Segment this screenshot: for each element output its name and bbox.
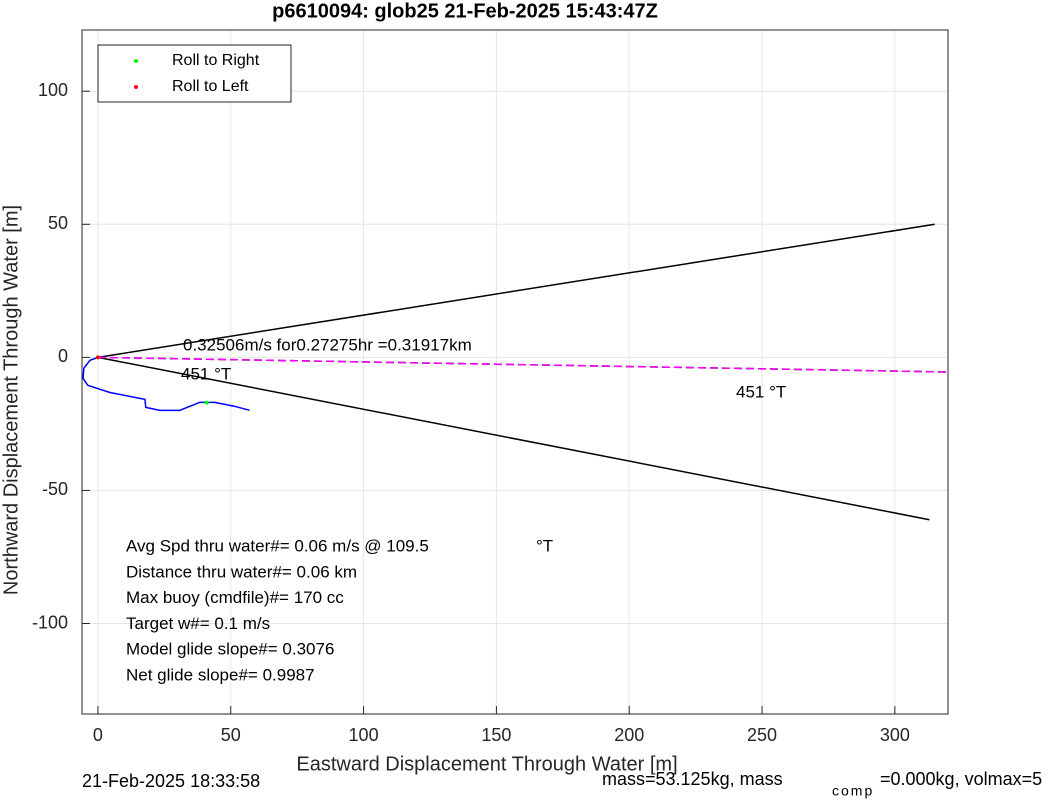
- y-tick-label: -50: [42, 479, 68, 499]
- y-tick-label: 50: [48, 213, 68, 233]
- annotation: 0.32506m/s for0.27275hr =0.31917km: [183, 335, 472, 354]
- annotation: 451 °T: [181, 364, 231, 383]
- stat-line: Net glide slope#= 0.9987: [126, 665, 315, 684]
- x-tick-label: 100: [349, 725, 379, 745]
- stat-line: Max buoy (cmdfile)#= 170 cc: [126, 588, 344, 607]
- footer-date: 21-Feb-2025 18:33:58: [82, 771, 260, 791]
- x-tick-label: 0: [93, 725, 103, 745]
- marker: [204, 400, 209, 405]
- legend-marker: [134, 85, 138, 89]
- marker: [95, 355, 100, 360]
- y-tick-label: 100: [38, 80, 68, 100]
- x-tick-label: 200: [614, 725, 644, 745]
- track-line: [97, 356, 948, 373]
- stat-unit: °T: [536, 536, 553, 555]
- legend-marker: [134, 59, 138, 63]
- footer-rest: =0.000kg, volmax=5: [880, 769, 1042, 789]
- stat-line: Avg Spd thru water#= 0.06 m/s @ 109.5: [126, 536, 429, 555]
- x-tick-label: 300: [880, 725, 910, 745]
- track-line: [97, 223, 935, 359]
- stat-line: Model glide slope#= 0.3076: [126, 640, 334, 659]
- footer-subscript: comp: [832, 783, 874, 799]
- plot-area: [82, 30, 948, 714]
- legend-box: [97, 44, 292, 103]
- stat-line: Distance thru water#= 0.06 km: [126, 562, 357, 581]
- x-tick-label: 250: [747, 725, 777, 745]
- legend-label: Roll to Left: [172, 78, 249, 95]
- footer-mass: mass=53.125kg, mass: [602, 769, 783, 789]
- x-axis-label: Eastward Displacement Through Water [m]: [296, 753, 677, 775]
- chart-title: p6610094: glob25 21-Feb-2025 15:43:47Z: [272, 0, 658, 22]
- track-line: [97, 356, 930, 521]
- legend-label: Roll to Right: [172, 52, 260, 69]
- y-tick-label: -100: [32, 612, 68, 632]
- x-tick-label: 50: [221, 725, 241, 745]
- plot-frame: [81, 29, 949, 715]
- y-tick-label: 0: [58, 346, 68, 366]
- stat-line: Target w#= 0.1 m/s: [126, 614, 270, 633]
- x-tick-label: 150: [481, 725, 511, 745]
- annotation: 451 °T: [736, 382, 786, 401]
- y-axis-label: Northward Displacement Through Water [m]: [0, 205, 22, 595]
